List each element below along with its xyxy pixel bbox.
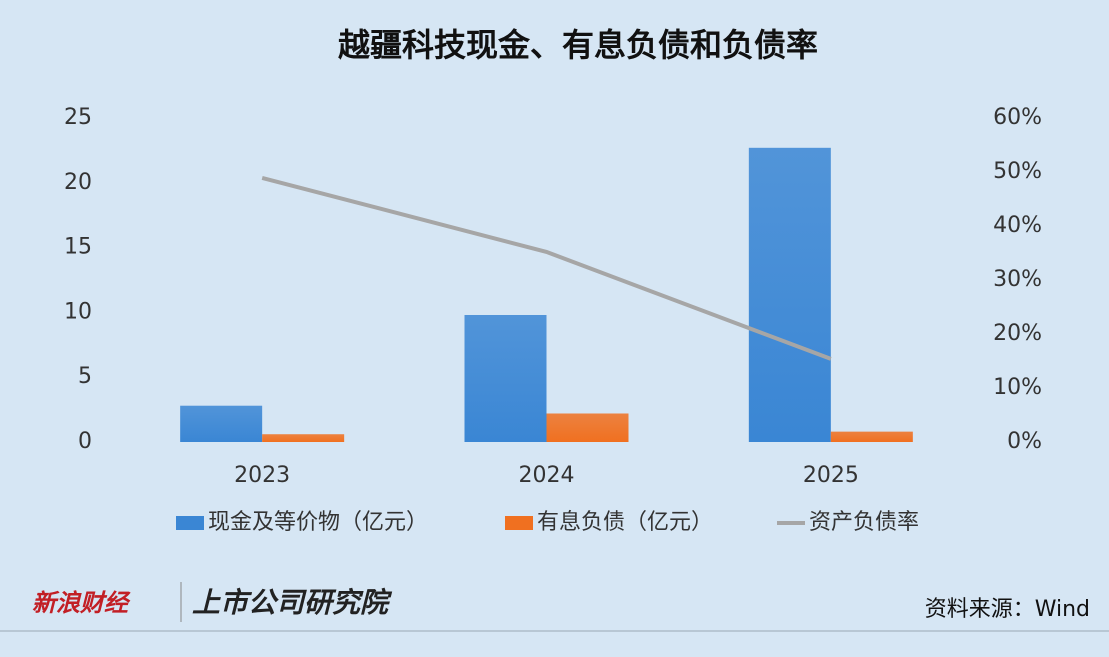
x-tick-label: 2024 <box>519 463 575 488</box>
y-tick-label: 20 <box>64 170 92 195</box>
bar <box>546 413 629 442</box>
y2-tick-label: 10% <box>993 375 1042 400</box>
legend-label: 资产负债率 <box>809 510 919 535</box>
y2-tick-label: 30% <box>993 267 1042 292</box>
y-tick-label: 10 <box>64 299 92 324</box>
bar <box>180 405 263 442</box>
y2-tick-label: 20% <box>993 321 1042 346</box>
line <box>261 176 832 361</box>
y2-tick-label: 60% <box>993 105 1042 130</box>
y-tick-label: 15 <box>64 235 92 260</box>
bar <box>748 147 831 443</box>
bar <box>464 314 547 442</box>
legend-swatch <box>505 516 533 530</box>
bar <box>830 431 913 442</box>
x-tick-label: 2023 <box>234 463 290 488</box>
y2-tick-label: 50% <box>993 159 1042 184</box>
legend-label: 有息负债（亿元） <box>537 510 713 535</box>
bar <box>262 434 345 442</box>
y-tick-label: 0 <box>78 429 92 454</box>
y2-tick-label: 0% <box>1007 429 1042 454</box>
source-note: 资料来源：Wind <box>925 597 1090 622</box>
legend-label: 现金及等价物（亿元） <box>208 510 428 535</box>
y2-tick-label: 40% <box>993 213 1042 238</box>
footer-logo: 新浪财经 <box>32 589 131 617</box>
x-tick-label: 2025 <box>803 463 859 488</box>
y-tick-label: 25 <box>64 105 92 130</box>
footer-logo: 上市公司研究院 <box>192 586 393 619</box>
chart-title: 越疆科技现金、有息负债和负债率 <box>338 26 818 64</box>
legend-swatch <box>176 516 204 530</box>
y-tick-label: 5 <box>78 364 92 389</box>
